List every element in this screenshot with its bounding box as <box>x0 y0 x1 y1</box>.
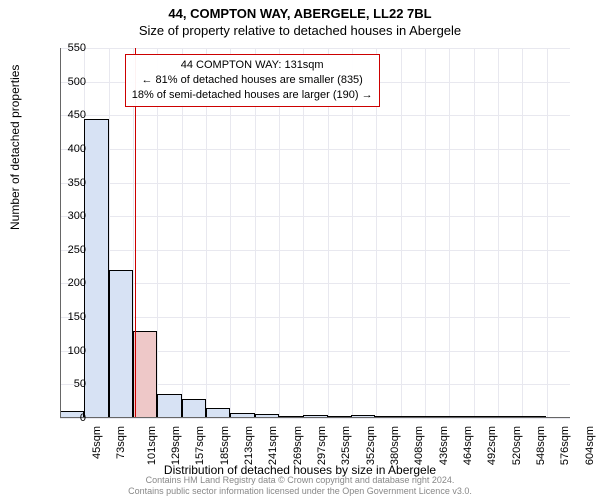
xtick-label: 45sqm <box>91 426 103 459</box>
title-address: 44, COMPTON WAY, ABERGELE, LL22 7BL <box>0 0 600 21</box>
gridline-h <box>60 418 570 419</box>
xtick-label: 408sqm <box>413 426 425 465</box>
ytick-label: 250 <box>50 244 86 256</box>
histogram-bar <box>133 331 157 418</box>
xtick-label: 548sqm <box>535 426 547 465</box>
annotation-line3: 18% of semi-detached houses are larger (… <box>132 88 373 103</box>
xtick-label: 185sqm <box>219 426 231 465</box>
ytick-label: 400 <box>50 143 86 155</box>
xtick-label: 325sqm <box>340 426 352 465</box>
xtick-label: 73sqm <box>115 426 127 459</box>
y-axis-label: Number of detached properties <box>8 65 22 230</box>
chart-plot-area: 44 COMPTON WAY: 131sqm ← 81% of detached… <box>60 48 570 418</box>
xtick-label: 101sqm <box>146 426 158 465</box>
footer-line2: Contains public sector information licen… <box>0 486 600 497</box>
ytick-label: 150 <box>50 311 86 323</box>
ytick-label: 500 <box>50 76 86 88</box>
histogram-bar <box>109 270 133 418</box>
annotation-line1: 44 COMPTON WAY: 131sqm <box>132 58 373 73</box>
xtick-label: 436sqm <box>438 426 450 465</box>
y-axis <box>60 48 61 418</box>
annotation-line2: ← 81% of detached houses are smaller (83… <box>132 73 373 88</box>
histogram-bar <box>84 119 108 418</box>
ytick-label: 0 <box>50 412 86 424</box>
x-axis <box>60 417 570 418</box>
xtick-label: 157sqm <box>194 426 206 465</box>
xtick-label: 213sqm <box>243 426 255 465</box>
xtick-label: 241sqm <box>267 426 279 465</box>
ytick-label: 50 <box>50 378 86 390</box>
ytick-label: 450 <box>50 109 86 121</box>
footer-line1: Contains HM Land Registry data © Crown c… <box>0 475 600 486</box>
xtick-label: 492sqm <box>486 426 498 465</box>
annotation-box: 44 COMPTON WAY: 131sqm ← 81% of detached… <box>125 54 380 107</box>
xtick-label: 352sqm <box>365 426 377 465</box>
footer-attribution: Contains HM Land Registry data © Crown c… <box>0 475 600 497</box>
xtick-label: 297sqm <box>316 426 328 465</box>
ytick-label: 350 <box>50 177 86 189</box>
histogram-bar <box>182 399 206 418</box>
xtick-label: 380sqm <box>389 426 401 465</box>
histogram-bar <box>157 394 181 418</box>
ytick-label: 550 <box>50 42 86 54</box>
xtick-label: 576sqm <box>559 426 571 465</box>
xtick-label: 464sqm <box>462 426 474 465</box>
title-subtitle: Size of property relative to detached ho… <box>0 21 600 38</box>
xtick-label: 520sqm <box>511 426 523 465</box>
xtick-label: 129sqm <box>170 426 182 465</box>
ytick-label: 100 <box>50 345 86 357</box>
ytick-label: 200 <box>50 277 86 289</box>
ytick-label: 300 <box>50 210 86 222</box>
xtick-label: 269sqm <box>292 426 304 465</box>
xtick-label: 604sqm <box>584 426 596 465</box>
